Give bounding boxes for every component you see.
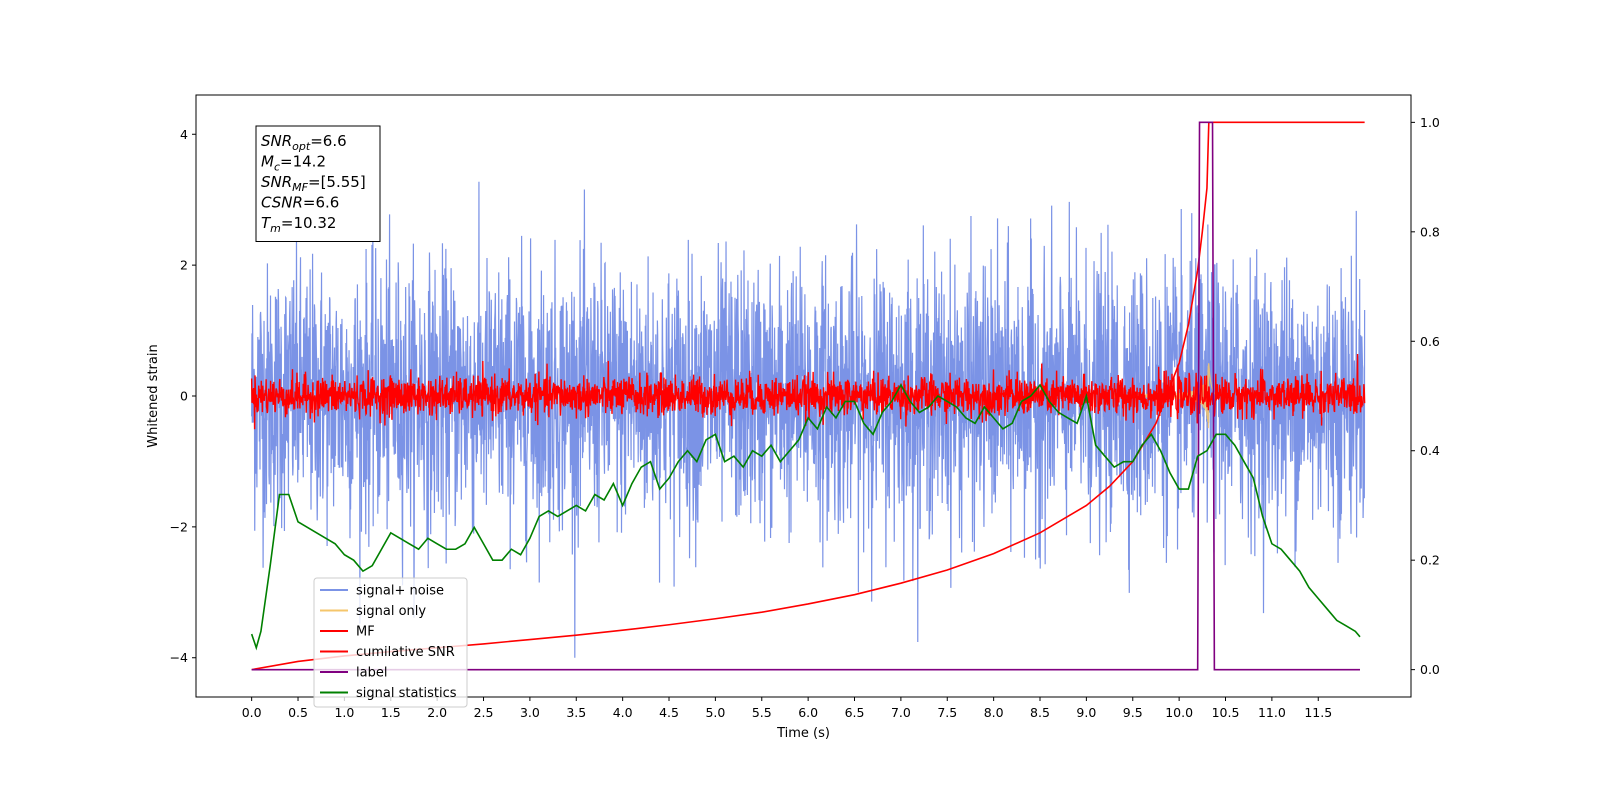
x-tick-label: 4.5 (659, 705, 679, 720)
x-tick-label: 5.0 (705, 705, 725, 720)
annotation-line: CSNR=6.6 (261, 194, 339, 212)
y2-tick-label: 1.0 (1420, 115, 1440, 130)
cumulative-snr-line (251, 121, 1365, 671)
signal-noise-line (251, 181, 1366, 658)
x-tick-label: 1.0 (334, 705, 354, 720)
legend-item: MF (320, 625, 375, 640)
legend-label: signal+ noise (356, 584, 444, 599)
legend-item: cumilative SNR (320, 645, 455, 660)
x-tick-label: 8.5 (1030, 705, 1050, 720)
x-tick-label: 3.0 (520, 705, 540, 720)
annotation-line: Tm=10.32 (261, 214, 336, 235)
y-tick-label: 4 (180, 127, 188, 142)
annotation-line: SNRopt=6.6 (261, 132, 347, 153)
x-tick-label: 11.5 (1304, 705, 1332, 720)
x-tick-label: 1.5 (381, 705, 401, 720)
y2-tick-label: 0.8 (1420, 224, 1440, 239)
annotation-frame (255, 125, 381, 242)
x-axis-label: Time (s) (776, 726, 830, 741)
x-tick-label: 0.5 (288, 705, 308, 720)
x-tick-label: 10.5 (1212, 705, 1240, 720)
y2-tick-label: 0.6 (1420, 334, 1440, 349)
x-tick-label: 7.0 (891, 705, 911, 720)
legend-item: signal+ noise (320, 584, 444, 599)
mf-line (250, 353, 1366, 430)
y-axis-label: Whitened strain (146, 344, 161, 447)
y-tick-label: 2 (180, 258, 188, 273)
signal-statistics-line (250, 383, 1361, 651)
x-tick-label: 2.5 (474, 705, 494, 720)
legend-item: label (320, 666, 387, 681)
right-axis-series (250, 121, 1365, 671)
x-tick-label: 3.5 (566, 705, 586, 720)
y2-tick-label: 0.4 (1420, 443, 1440, 458)
x-tick-label: 10.0 (1165, 705, 1193, 720)
legend-frame (313, 577, 468, 708)
x-tick-label: 9.0 (1076, 705, 1096, 720)
legend: signal+ noise signal only MF cumilative SNR… (313, 577, 468, 708)
x-tick-label: 4.0 (613, 705, 633, 720)
y-tick-label: −4 (170, 650, 188, 665)
label-line (251, 121, 1360, 671)
x-tick-label: 5.5 (752, 705, 772, 720)
legend-label: MF (356, 625, 375, 640)
x-tick-label: 6.5 (845, 705, 865, 720)
legend-item: signal statistics (320, 686, 457, 701)
y2-tick-label: 0.2 (1420, 553, 1440, 568)
y2-axis-ticks: 1.0 0.8 0.6 0.4 0.2 0.0 (1411, 115, 1440, 677)
mf-series (250, 353, 1366, 430)
legend-item: signal only (320, 604, 426, 619)
x-tick-label: 11.0 (1258, 705, 1286, 720)
x-tick-label: 9.5 (1123, 705, 1143, 720)
signal-noise-series (251, 181, 1366, 658)
x-tick-label: 7.5 (937, 705, 957, 720)
x-axis-ticks: 0.0 0.5 1.0 1.5 2.0 2.5 3.0 3.5 4.0 4.5 5.0 5.5 6.0 6… (242, 697, 1332, 720)
legend-label: label (356, 666, 387, 681)
y-tick-label: 0 (180, 389, 188, 404)
x-tick-label: 6.0 (798, 705, 818, 720)
legend-label: signal statistics (356, 686, 457, 701)
x-tick-label: 8.0 (984, 705, 1004, 720)
annotation-line: Mc=14.2 (261, 153, 326, 174)
x-tick-label: 0.0 (242, 705, 262, 720)
y-axis-ticks: 4 2 0 −2 −4 (170, 127, 196, 665)
y-tick-label: −2 (170, 519, 188, 534)
y2-tick-label: 0.0 (1420, 662, 1440, 677)
x-tick-label: 2.0 (427, 705, 447, 720)
legend-label: signal only (356, 604, 426, 619)
annotation-line: SNRMF=[5.55] (261, 173, 366, 194)
legend-label: cumilative SNR (356, 645, 455, 660)
